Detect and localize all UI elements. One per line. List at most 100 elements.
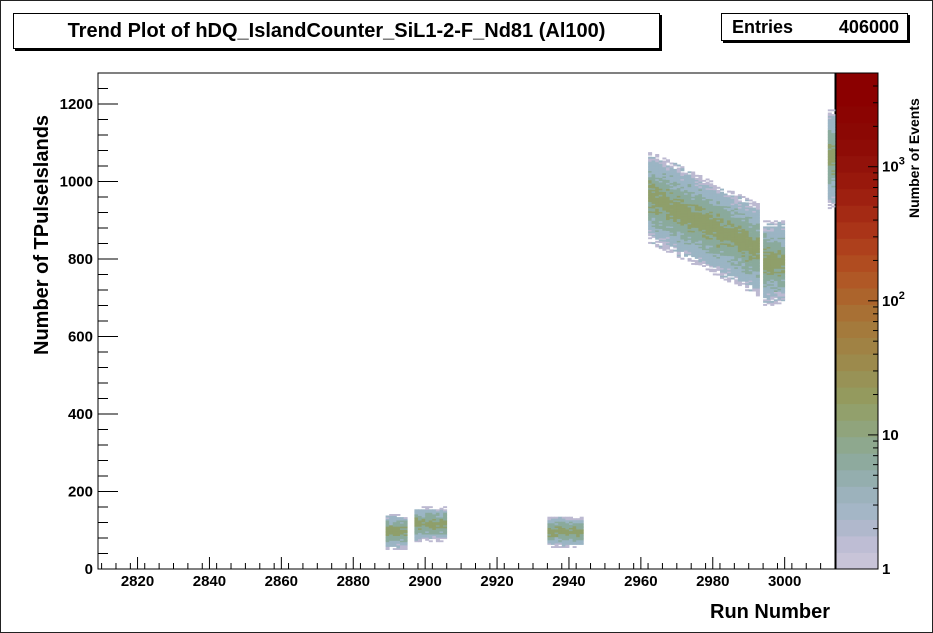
heatmap-cell: [748, 247, 753, 250]
heatmap-cell: [734, 201, 739, 204]
heatmap-cell: [658, 175, 663, 178]
heatmap-cell: [551, 518, 555, 521]
heatmap-cell: [777, 262, 782, 265]
heatmap-cell: [709, 209, 714, 212]
heatmap-cell: [651, 158, 656, 161]
heatmap-cell: [831, 191, 836, 194]
heatmap-cell: [687, 200, 692, 203]
z-axis-title: Number of Events: [906, 98, 922, 218]
heatmap-cell: [576, 539, 581, 542]
heatmap-cell: [648, 214, 653, 216]
heatmap-cell: [737, 212, 742, 215]
heatmap-cell: [773, 259, 778, 261]
heatmap-cell: [673, 175, 678, 178]
heatmap-cell: [676, 195, 681, 198]
heatmap-cell: [669, 168, 674, 171]
heatmap-cell: [734, 232, 739, 235]
heatmap-cell: [745, 222, 750, 225]
heatmap-cell: [763, 277, 768, 280]
heatmap-cell: [702, 226, 706, 229]
heatmap-cell: [737, 274, 742, 277]
heatmap-cell: [425, 538, 430, 541]
heatmap-cell: [655, 172, 660, 175]
heatmap-cell: [734, 195, 739, 198]
heatmap-cell: [777, 279, 782, 282]
heatmap-cell: [698, 255, 703, 258]
heatmap-cell: [389, 545, 394, 547]
heatmap-cell: [669, 229, 674, 232]
heatmap-cell: [716, 269, 721, 271]
heatmap-cell: [565, 530, 570, 533]
heatmap-cell: [698, 198, 703, 201]
heatmap-cell: [658, 208, 663, 211]
heatmap-cell: [579, 536, 584, 539]
heatmap-cell: [673, 196, 678, 199]
heatmap-cell: [572, 532, 577, 535]
heatmap-cell: [418, 521, 422, 524]
heatmap-cell: [698, 192, 703, 195]
heatmap-cell: [741, 258, 746, 260]
heatmap-cell: [748, 269, 753, 272]
heatmap-cell: [755, 272, 760, 275]
heatmap-cell: [827, 137, 832, 140]
heatmap-cell: [392, 527, 397, 530]
heatmap-cell: [694, 227, 699, 230]
heatmap-cell: [662, 188, 667, 191]
heatmap-cell: [648, 195, 653, 198]
heatmap-cell: [702, 220, 706, 223]
heatmap-cell: [773, 296, 778, 299]
heatmap-cell: [763, 299, 768, 302]
heatmap-cell: [698, 241, 703, 244]
heatmap-cell: [680, 242, 685, 245]
heatmap-cell: [396, 524, 401, 527]
heatmap-cell: [558, 539, 563, 542]
heatmap-cell: [428, 535, 433, 538]
heatmap-cell: [655, 220, 660, 223]
heatmap-cell: [712, 195, 717, 198]
heatmap-cell: [720, 270, 724, 273]
heatmap-cell: [745, 267, 750, 270]
heatmap-cell: [666, 213, 670, 216]
heatmap-cell: [569, 536, 573, 539]
heatmap-cell: [655, 164, 660, 167]
heatmap-cell: [666, 227, 670, 230]
heatmap-cell: [727, 227, 732, 230]
heatmap-cell: [741, 220, 746, 223]
heatmap-cell: [766, 268, 771, 271]
heatmap-cell: [680, 225, 685, 228]
heatmap-cell: [723, 267, 728, 270]
heatmap-cell: [662, 186, 667, 189]
heatmap-cell: [773, 240, 778, 243]
heatmap-cell: [691, 201, 696, 203]
heatmap-cell: [755, 206, 760, 209]
heatmap-cell: [691, 245, 696, 248]
heatmap-cell: [705, 246, 710, 249]
heatmap-cell: [691, 253, 696, 256]
heatmap-cell: [741, 227, 746, 229]
heatmap-cell: [432, 535, 437, 538]
heatmap-cell: [698, 207, 703, 210]
heatmap-cell: [752, 269, 757, 272]
heatmap-cell: [831, 123, 836, 126]
heatmap-cell: [676, 218, 681, 221]
heatmap-cell: [737, 246, 742, 249]
heatmap-cell: [669, 193, 674, 196]
heatmap-cell: [694, 201, 699, 204]
heatmap-cell: [723, 266, 728, 269]
heatmap-cell: [680, 181, 685, 184]
heatmap-cell: [403, 545, 408, 547]
heatmap-cell: [831, 134, 836, 137]
heatmap-cell: [763, 265, 768, 268]
heatmap-cell: [748, 255, 753, 258]
heatmap-cell: [748, 263, 753, 266]
heatmap-cell: [648, 183, 653, 185]
heatmap-cell: [741, 225, 746, 228]
heatmap-cell: [766, 277, 771, 280]
heatmap-cell: [712, 230, 717, 232]
heatmap-cell: [745, 284, 750, 287]
heatmap-cell: [687, 258, 692, 261]
heatmap-cell: [662, 230, 667, 233]
heatmap-cell: [745, 231, 750, 234]
heatmap-cell: [576, 530, 581, 533]
heatmap-cell: [723, 195, 728, 197]
